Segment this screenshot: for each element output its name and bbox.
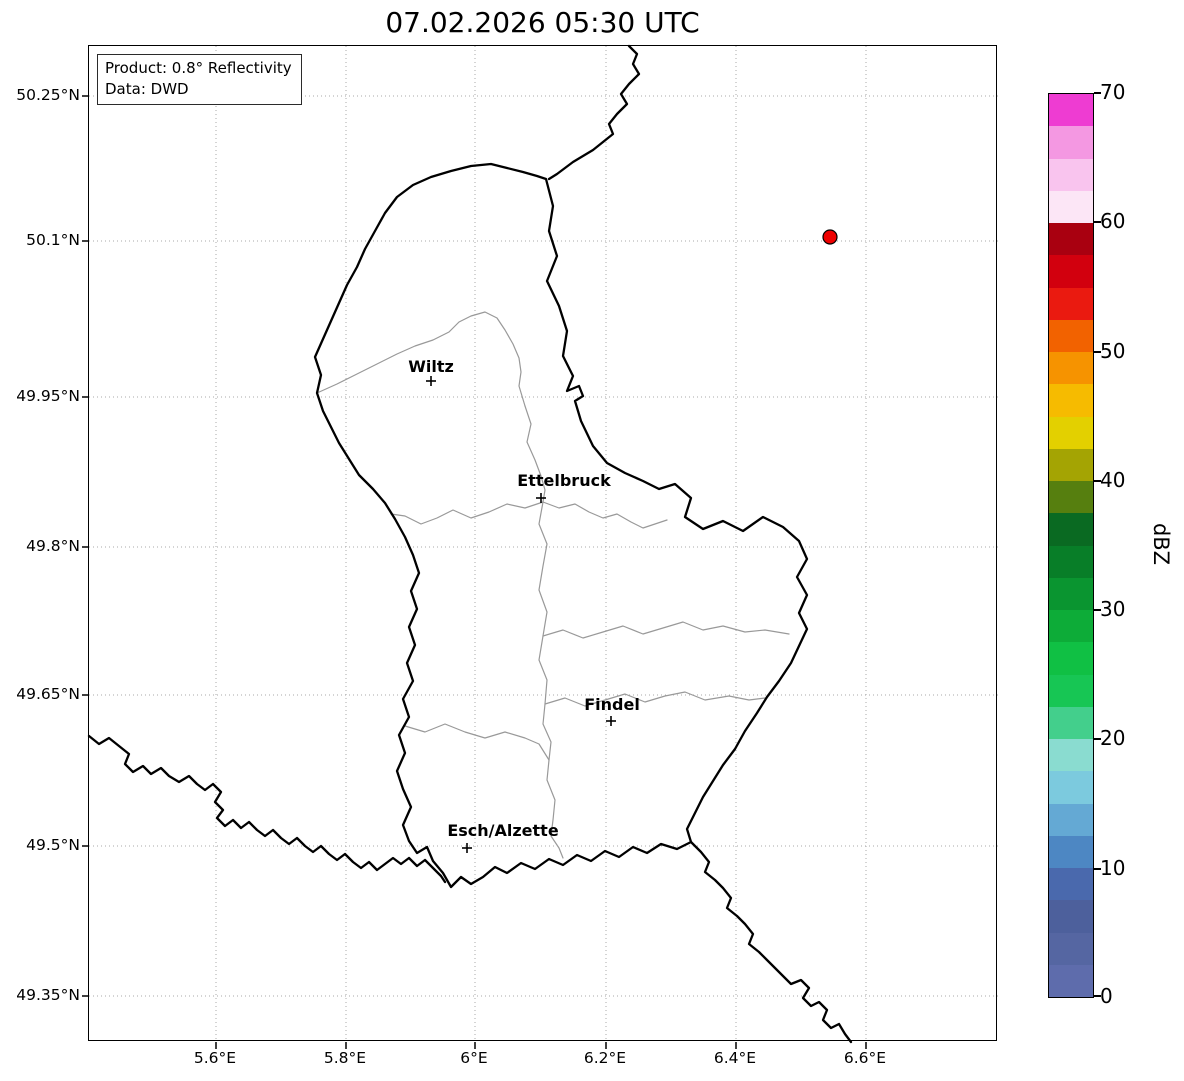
colorbar-bin — [1049, 190, 1093, 223]
colorbar-tick-label: 20 — [1100, 726, 1126, 750]
colorbar-bin — [1049, 545, 1093, 578]
colorbar-tick-mark — [1094, 995, 1101, 997]
x-tick-label: 6°E — [460, 1049, 488, 1067]
colorbar-bin — [1049, 932, 1093, 965]
colorbar-tick-label: 30 — [1100, 597, 1126, 621]
x-tick-label: 6.2°E — [583, 1049, 627, 1067]
info-box-data-line: Data: DWD — [105, 80, 189, 98]
city-markers — [426, 376, 616, 853]
colorbar-bin — [1049, 739, 1093, 772]
y-tick-label: 49.95°N — [16, 387, 80, 405]
city-marker-esch — [462, 843, 472, 853]
colorbar-bin — [1049, 835, 1093, 868]
colorbar-bin — [1049, 223, 1093, 256]
colorbar-tick-label: 50 — [1100, 339, 1126, 363]
city-marker-wiltz — [426, 376, 436, 386]
colorbar-tick-label: 40 — [1100, 468, 1126, 492]
map-plot-area: Wiltz Ettelbruck Findel Esch/Alzette Pro… — [82, 44, 998, 1049]
colorbar-bin — [1049, 481, 1093, 514]
district-border-path — [542, 501, 668, 529]
district-border-path — [544, 691, 766, 707]
colorbar-bin — [1049, 255, 1093, 288]
colorbar-bin — [1049, 803, 1093, 836]
figure-title: 07.02.2026 05:30 UTC — [385, 6, 700, 39]
colorbar-bin — [1049, 577, 1093, 610]
x-tick-label: 6.6°E — [843, 1049, 887, 1067]
colorbar-bin — [1049, 610, 1093, 643]
colorbar-bin — [1049, 94, 1093, 127]
german-french-border-southeast — [689, 840, 853, 1044]
colorbar-gradient — [1048, 93, 1094, 998]
colorbar-bin — [1049, 513, 1093, 546]
colorbar-bin — [1049, 771, 1093, 804]
x-tick-label: 6.4°E — [713, 1049, 757, 1067]
city-label-esch: Esch/Alzette — [447, 821, 559, 840]
district-border-path — [316, 311, 526, 407]
colorbar-bin — [1049, 384, 1093, 417]
city-label-wiltz: Wiltz — [408, 357, 454, 376]
colorbar-tick-mark — [1094, 92, 1101, 94]
y-tick-label: 50.25°N — [16, 86, 80, 104]
y-tick-label: 49.5°N — [26, 836, 80, 854]
radar-echo-marker — [822, 229, 838, 245]
colorbar-bin — [1049, 868, 1093, 901]
colorbar-bin — [1049, 964, 1093, 997]
colorbar-bin — [1049, 352, 1093, 385]
y-tick-label: 49.35°N — [16, 986, 80, 1004]
city-marker-findel — [606, 716, 616, 726]
x-tick-label: 5.8°E — [323, 1049, 367, 1067]
y-tick-label: 49.8°N — [26, 537, 80, 555]
colorbar-tick-mark — [1094, 480, 1101, 482]
colorbar-bin — [1049, 448, 1093, 481]
district-border-path — [524, 405, 546, 503]
colorbar-tick-label: 0 — [1100, 984, 1113, 1008]
colorbar-bin — [1049, 126, 1093, 159]
y-tick-label: 50.1°N — [26, 231, 80, 249]
colorbar-bin — [1049, 416, 1093, 449]
x-tick-label: 5.6°E — [193, 1049, 237, 1067]
city-marker-ettelbruck — [536, 493, 546, 503]
city-labels: Wiltz Ettelbruck Findel Esch/Alzette — [408, 357, 640, 840]
info-box: Product: 0.8° Reflectivity Data: DWD — [97, 54, 302, 105]
colorbar-tick-mark — [1094, 868, 1101, 870]
y-tick-label: 49.65°N — [16, 685, 80, 703]
german-border-north — [547, 44, 641, 181]
country-borders — [87, 44, 853, 1044]
colorbar-tick-label: 60 — [1100, 209, 1126, 233]
colorbar-axis-label: dBZ — [1149, 522, 1174, 566]
city-label-ettelbruck: Ettelbruck — [517, 471, 611, 490]
colorbar-tick-mark — [1094, 221, 1101, 223]
colorbar-tick-mark — [1094, 738, 1101, 740]
axis-tick-marks — [82, 95, 867, 1049]
colorbar-bin — [1049, 900, 1093, 933]
district-border-path — [538, 501, 564, 859]
city-label-findel: Findel — [584, 695, 640, 714]
map-canvas: Wiltz Ettelbruck Findel Esch/Alzette — [82, 44, 998, 1049]
graticule-gridlines — [89, 46, 998, 1042]
district-border-path — [542, 621, 790, 639]
colorbar-bin — [1049, 674, 1093, 707]
french-belgian-border-southwest — [87, 734, 447, 884]
colorbar-tick-label: 70 — [1100, 80, 1126, 104]
luxembourg-border — [313, 162, 809, 889]
colorbar-bin — [1049, 319, 1093, 352]
district-borders — [316, 311, 790, 859]
district-border-path — [390, 501, 544, 525]
colorbar-tick-mark — [1094, 609, 1101, 611]
colorbar-bin — [1049, 158, 1093, 191]
colorbar-tick-label: 10 — [1100, 856, 1126, 880]
colorbar-bin — [1049, 706, 1093, 739]
colorbar-bin — [1049, 287, 1093, 320]
colorbar-tick-mark — [1094, 351, 1101, 353]
district-border-path — [404, 723, 550, 761]
colorbar-bin — [1049, 642, 1093, 675]
info-box-product-line: Product: 0.8° Reflectivity — [105, 59, 292, 77]
